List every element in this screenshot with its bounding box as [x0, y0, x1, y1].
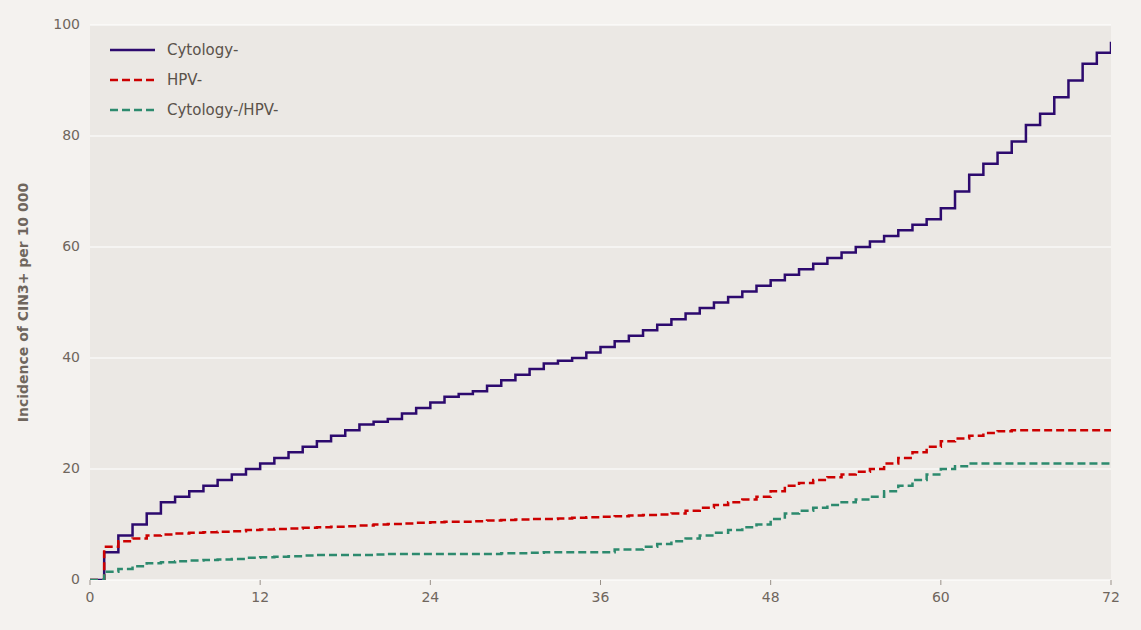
legend-label: Cytology- — [167, 41, 238, 59]
x-tick-label: 0 — [86, 589, 95, 605]
x-tick-label: 48 — [762, 589, 780, 605]
chart: 0 20 40 60 80 100 0 12 24 36 48 60 72 Incidence of CI… — [0, 0, 1141, 630]
x-tick — [1111, 580, 1112, 585]
y-tick-label: 0 — [71, 571, 80, 587]
y-tick-label: 60 — [62, 238, 80, 254]
legend-swatch — [110, 79, 155, 82]
x-tick — [260, 580, 261, 585]
legend-swatch — [110, 109, 155, 112]
step-line — [90, 42, 1111, 580]
x-tick — [600, 580, 601, 585]
x-tick-label: 72 — [1102, 589, 1120, 605]
y-tick-label: 40 — [62, 349, 80, 365]
legend-label: HPV- — [167, 71, 202, 89]
y-tick-label: 100 — [53, 16, 80, 32]
x-tick-label: 12 — [251, 589, 269, 605]
x-tick — [90, 580, 91, 585]
y-axis-label: Incidence of CIN3+ per 10 000 — [15, 183, 31, 423]
x-tick — [940, 580, 941, 585]
grid-line — [90, 135, 1111, 136]
grid-line — [90, 246, 1111, 247]
legend-label: Cytology-/HPV- — [167, 101, 278, 119]
x-tick-label: 36 — [592, 589, 610, 605]
x-tick-label: 24 — [421, 589, 439, 605]
grid-line — [90, 357, 1111, 358]
x-tick — [770, 580, 771, 585]
step-line — [90, 463, 1111, 580]
legend-swatch — [110, 49, 155, 52]
legend: Cytology- HPV- Cytology-/HPV- — [110, 41, 278, 119]
x-tick-label: 60 — [932, 589, 950, 605]
grid-line — [90, 24, 1111, 25]
x-tick — [430, 580, 431, 585]
series-group — [90, 42, 1111, 580]
y-tick-label: 80 — [62, 127, 80, 143]
y-tick-label: 20 — [62, 460, 80, 476]
grid-line — [90, 468, 1111, 469]
plot-area — [90, 25, 1111, 580]
step-line — [90, 430, 1111, 580]
